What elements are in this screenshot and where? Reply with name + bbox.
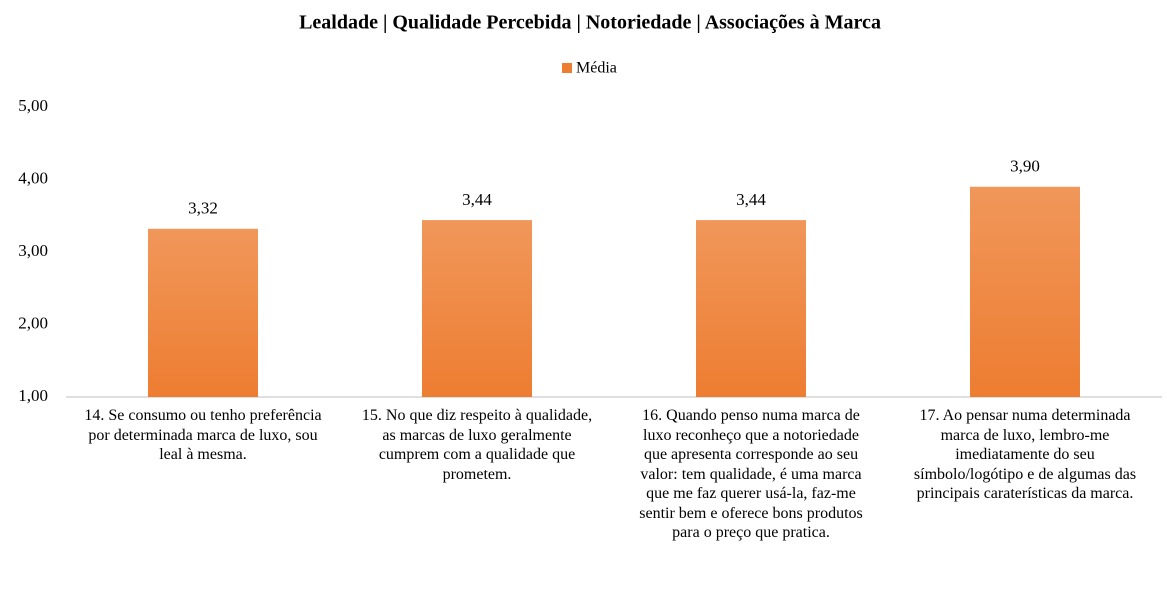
bar	[696, 220, 806, 397]
bar	[148, 228, 258, 397]
bar	[422, 220, 532, 397]
y-tick-label: 4,00	[18, 168, 48, 187]
value-label: 3,44	[462, 190, 492, 209]
bar	[970, 186, 1080, 397]
value-label: 3,32	[188, 199, 218, 218]
y-tick-label: 2,00	[18, 313, 48, 332]
x-tick-label: 16. Quando penso numa marca de luxo reco…	[639, 407, 863, 541]
legend-swatch	[562, 63, 572, 73]
y-tick-label: 1,00	[18, 386, 48, 405]
x-tick-label: 17. Ao pensar numa determinada marca de …	[913, 407, 1137, 502]
value-label: 3,90	[1010, 157, 1040, 176]
x-tick-label: 14. Se consumo ou tenho preferência por …	[84, 407, 322, 463]
y-tick-label: 5,00	[18, 96, 48, 115]
y-tick-label: 3,00	[18, 241, 48, 260]
value-label: 3,44	[736, 190, 766, 209]
legend-label: Média	[576, 60, 617, 77]
chart-title: Lealdade | Qualidade Percebida | Notorie…	[299, 12, 881, 34]
x-tick-label: 15. No que diz respeito à qualidade, as …	[361, 407, 593, 483]
